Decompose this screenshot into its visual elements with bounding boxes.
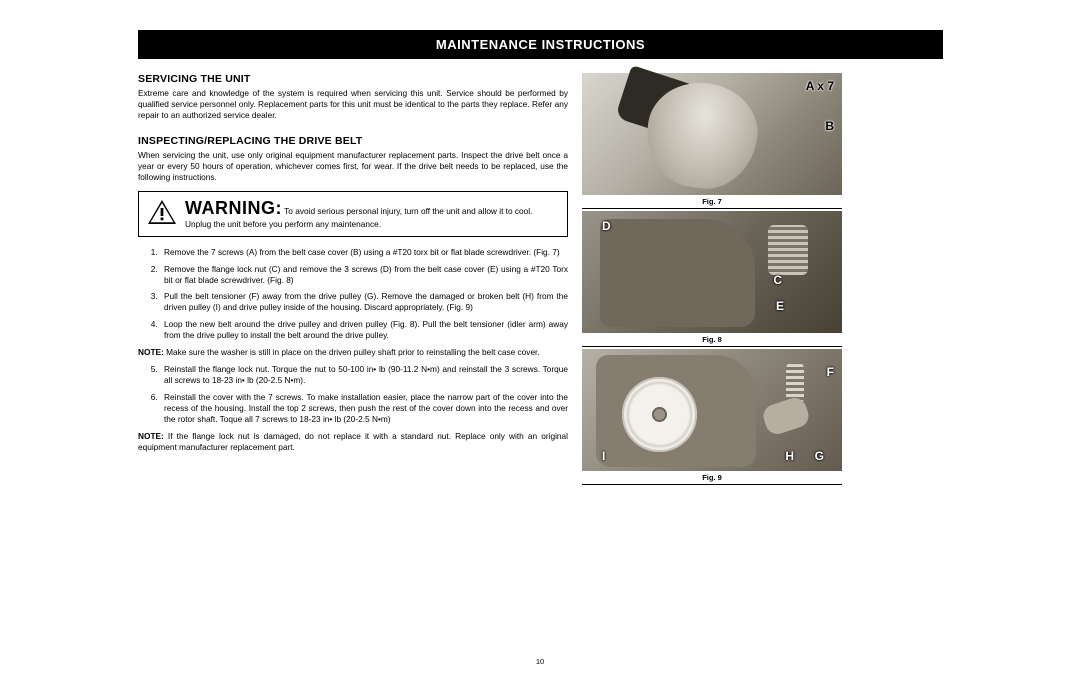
note-1: NOTE: Make sure the washer is still in p… xyxy=(138,347,568,358)
figure-9-label: Fig. 9 xyxy=(582,473,842,482)
warning-box: WARNING: To avoid serious personal injur… xyxy=(138,191,568,237)
drivebelt-intro: When servicing the unit, use only origin… xyxy=(138,150,568,183)
callout-A: A x 7 xyxy=(806,79,834,93)
step-5: Reinstall the flange lock nut. Torque th… xyxy=(160,364,568,386)
steps-list-2: Reinstall the flange lock nut. Torque th… xyxy=(138,364,568,425)
figure-8-block: D C E Fig. 8 xyxy=(582,211,842,347)
note-1-label: NOTE: xyxy=(138,347,164,357)
main-text-column: SERVICING THE UNIT Extreme care and know… xyxy=(138,73,582,487)
figure-8-image: D C E xyxy=(582,211,842,333)
figure-8-label: Fig. 8 xyxy=(582,335,842,344)
callout-I: I xyxy=(602,449,605,463)
page-number: 10 xyxy=(0,657,1080,666)
note-1-text: Make sure the washer is still in place o… xyxy=(164,347,540,357)
step-4: Loop the new belt around the drive pulle… xyxy=(160,319,568,341)
note-2: NOTE: If the flange lock nut is damaged,… xyxy=(138,431,568,453)
note-2-label: NOTE: xyxy=(138,431,164,441)
callout-C: C xyxy=(773,273,782,287)
callout-F: F xyxy=(827,365,834,379)
callout-E: E xyxy=(776,299,784,313)
callout-B: B xyxy=(825,119,834,133)
steps-list: Remove the 7 screws (A) from the belt ca… xyxy=(138,247,568,342)
step-2: Remove the flange lock nut (C) and remov… xyxy=(160,264,568,286)
section-banner: MAINTENANCE INSTRUCTIONS xyxy=(138,30,943,59)
figure-7-block: A x 7 B Fig. 7 xyxy=(582,73,842,209)
callout-H: H xyxy=(785,449,794,463)
figure-7-image: A x 7 B xyxy=(582,73,842,195)
drivebelt-heading: INSPECTING/REPLACING THE DRIVE BELT xyxy=(138,135,568,147)
note-2-text: If the flange lock nut is damaged, do no… xyxy=(138,431,568,452)
callout-G: G xyxy=(815,449,824,463)
servicing-text: Extreme care and knowledge of the system… xyxy=(138,88,568,121)
figure-9-block: F G H I Fig. 9 xyxy=(582,349,842,485)
callout-D: D xyxy=(602,219,611,233)
servicing-heading: SERVICING THE UNIT xyxy=(138,73,568,85)
warning-triangle-icon xyxy=(147,199,177,230)
figure-7-label: Fig. 7 xyxy=(582,197,842,206)
warning-title: WARNING: xyxy=(185,198,282,218)
step-6: Reinstall the cover with the 7 screws. T… xyxy=(160,392,568,425)
figure-9-image: F G H I xyxy=(582,349,842,471)
step-3: Pull the belt tensioner (F) away from th… xyxy=(160,291,568,313)
warning-text-block: WARNING: To avoid serious personal injur… xyxy=(185,197,559,230)
figures-column: A x 7 B Fig. 7 D C E Fig. 8 xyxy=(582,73,842,487)
step-1: Remove the 7 screws (A) from the belt ca… xyxy=(160,247,568,258)
